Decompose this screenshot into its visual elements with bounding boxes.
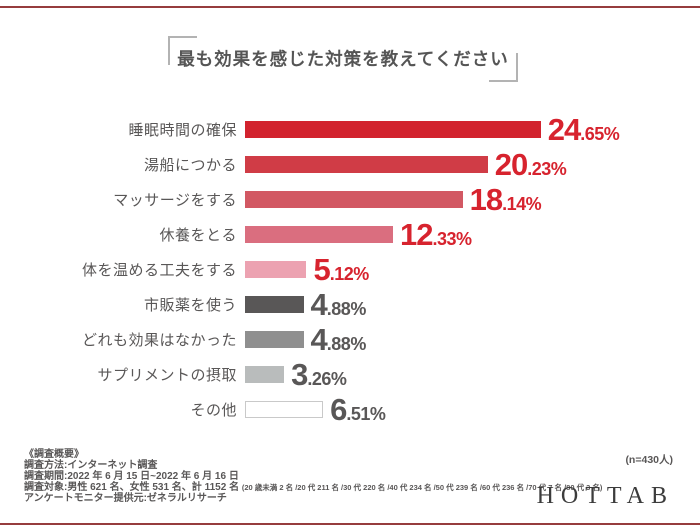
category-label: 休養をとる (159, 227, 237, 244)
bar (245, 261, 307, 278)
bar (245, 331, 304, 348)
bar-row: その他 6.51% (10, 392, 690, 427)
bar-zone: 3.26% (245, 359, 690, 390)
value-label: 4.88% (310, 287, 367, 322)
bar-zone: 24.65% (245, 114, 690, 145)
bar-zone: 6.51% (245, 394, 690, 425)
survey-summary-heading: 《調査概要》 (24, 449, 84, 460)
chart-title-box: 最も効果を感じた対策を教えてください (168, 36, 518, 82)
category-label: 睡眠時間の確保 (128, 122, 237, 139)
bar (245, 366, 285, 383)
value-label: 6.51% (330, 392, 386, 427)
category-label: サプリメントの摂取 (97, 367, 237, 384)
bar (245, 296, 304, 313)
survey-target-main: 調査対象:男性 621 名、女性 531 名、計 1152 名 (24, 482, 242, 493)
survey-target-detail: (20 歳未満 2 名 /20 代 211 名 /30 代 220 名 /40 … (241, 483, 603, 492)
frame-top-line (0, 6, 700, 8)
survey-provider: アンケートモニター提供元:ゼネラルリサーチ (24, 493, 227, 504)
bracket-top-left-icon (168, 36, 197, 65)
bar-chart: 睡眠時間の確保 24.65% 湯船につかる 20.23% マッサージをする 18.14% 休… (10, 112, 690, 427)
category-label: 湯船につかる (143, 157, 237, 174)
value-label: 24.65% (547, 112, 620, 147)
bar-row: 体を温める工夫をする 5.12% (10, 252, 690, 287)
bar-zone: 12.33% (245, 219, 690, 250)
category-label: 体を温める工夫をする (81, 262, 237, 279)
bar (245, 226, 393, 243)
category-label: その他 (190, 402, 237, 419)
survey-period: 調査期間:2022 年 6 月 15 日~2022 年 6 月 16 日 (24, 471, 239, 482)
chart-title: 最も効果を感じた対策を教えてください (177, 49, 509, 69)
category-label: マッサージをする (113, 192, 237, 209)
category-label: 市販薬を使う (143, 297, 237, 314)
survey-target: 調査対象:男性 621 名、女性 531 名、計 1152 名 (20 歳未満 … (24, 482, 602, 493)
bar-zone: 4.88% (245, 324, 690, 355)
bar (245, 401, 324, 418)
bar-row: 市販薬を使う 4.88% (10, 287, 690, 322)
value-label: 12.33% (399, 217, 472, 252)
value-label: 4.88% (310, 322, 367, 357)
bar-zone: 4.88% (245, 289, 690, 320)
bar-row: 湯船につかる 20.23% (10, 147, 690, 182)
value-label: 18.14% (469, 182, 542, 217)
bar (245, 121, 541, 138)
bar-zone: 18.14% (245, 184, 690, 215)
bar-zone: 20.23% (245, 149, 690, 180)
survey-method: 調査方法:インターネット調査 (24, 460, 158, 471)
frame-bottom-line (0, 523, 700, 525)
bar-row: 休養をとる 12.33% (10, 217, 690, 252)
category-label: どれも効果はなかった (81, 332, 237, 349)
bar (245, 191, 463, 208)
bar-row: どれも効果はなかった 4.88% (10, 322, 690, 357)
value-label: 5.12% (313, 252, 369, 287)
bar-row: マッサージをする 18.14% (10, 182, 690, 217)
value-label: 20.23% (494, 147, 567, 182)
value-label: 3.26% (291, 357, 347, 392)
survey-summary: 《調査概要》 調査方法:インターネット調査 調査期間:2022 年 6 月 15… (24, 449, 602, 504)
bar-row: 睡眠時間の確保 24.65% (10, 112, 690, 147)
bracket-bottom-right-icon (489, 53, 518, 82)
bar (245, 156, 488, 173)
hottab-logo: HOTTAB (536, 483, 674, 509)
bar-row: サプリメントの摂取 3.26% (10, 357, 690, 392)
sample-size-label: (n=430人) (625, 454, 673, 466)
bar-zone: 5.12% (245, 254, 690, 285)
